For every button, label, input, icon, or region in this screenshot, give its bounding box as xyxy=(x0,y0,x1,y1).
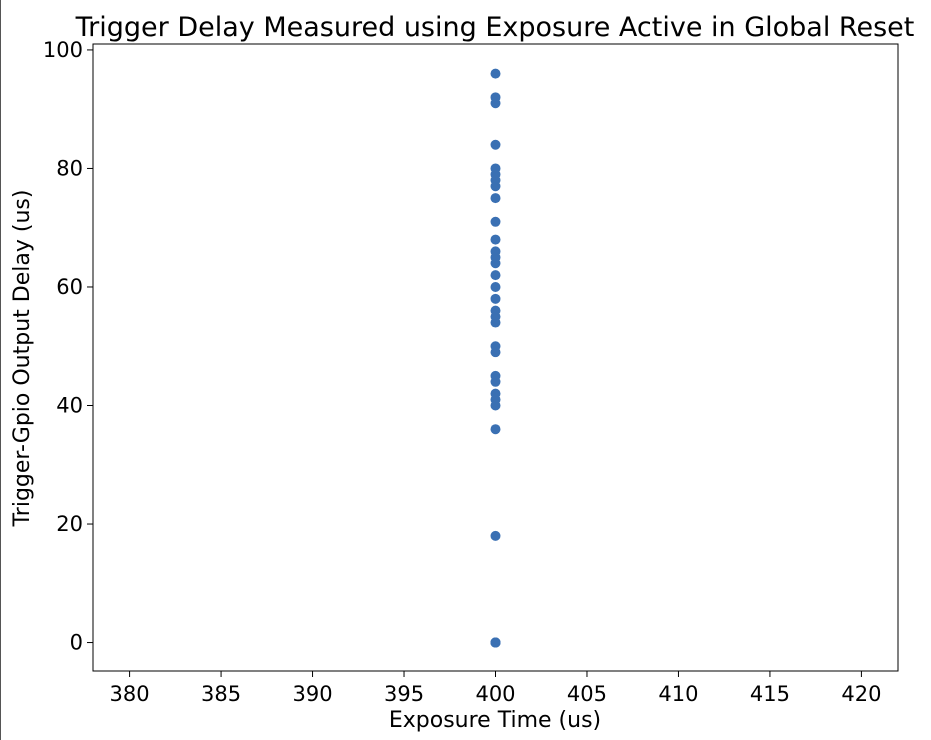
x-tick-label: 410 xyxy=(658,682,698,706)
x-tick-label: 400 xyxy=(475,682,515,706)
x-axis-ticks: 380 385 390 395 400 405 410 415 420 xyxy=(110,671,881,706)
data-point xyxy=(490,347,501,358)
x-tick-label: 405 xyxy=(567,682,607,706)
x-axis-label: Exposure Time (us) xyxy=(389,708,601,733)
data-point xyxy=(490,637,501,648)
data-point xyxy=(490,424,501,435)
y-tick-label: 60 xyxy=(56,275,83,299)
data-point xyxy=(490,181,501,192)
y-tick-label: 100 xyxy=(43,38,83,62)
data-point xyxy=(490,270,501,281)
data-point xyxy=(490,234,501,245)
x-tick-label: 390 xyxy=(292,682,332,706)
y-tick-label: 0 xyxy=(70,631,83,655)
data-point xyxy=(490,317,501,328)
x-tick-label: 420 xyxy=(841,682,881,706)
plot-area xyxy=(92,43,899,672)
data-point xyxy=(490,68,501,79)
data-point xyxy=(490,400,501,411)
data-point xyxy=(490,281,501,292)
data-point xyxy=(490,530,501,541)
y-tick-label: 40 xyxy=(56,394,83,418)
y-axis-ticks: 0 20 40 60 80 100 xyxy=(43,38,93,655)
x-tick-label: 415 xyxy=(750,682,790,706)
data-point xyxy=(490,293,501,304)
data-point xyxy=(490,258,501,269)
data-point xyxy=(490,193,501,204)
data-point xyxy=(490,216,501,227)
window-edge xyxy=(0,0,1,740)
x-tick-label: 385 xyxy=(201,682,241,706)
x-tick-label: 395 xyxy=(384,682,424,706)
y-axis-label: Trigger-Gpio Output Delay (us) xyxy=(10,190,35,528)
data-point xyxy=(490,139,501,150)
data-point xyxy=(490,376,501,387)
data-points xyxy=(490,68,501,648)
x-tick-label: 380 xyxy=(110,682,150,706)
y-tick-label: 80 xyxy=(56,156,83,180)
y-tick-label: 20 xyxy=(56,512,83,536)
data-point xyxy=(490,98,501,109)
chart-title: Trigger Delay Measured using Exposure Ac… xyxy=(75,12,915,43)
